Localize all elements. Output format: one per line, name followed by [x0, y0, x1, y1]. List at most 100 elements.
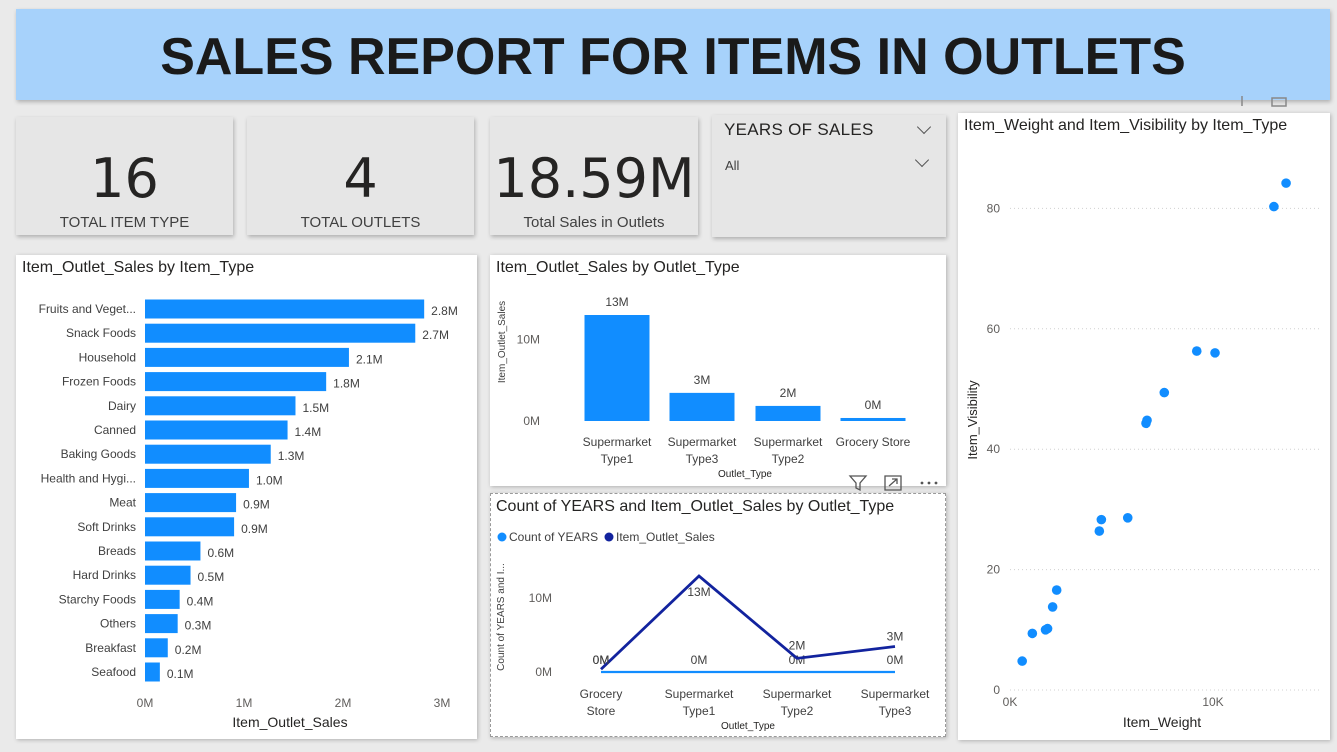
bar: [145, 662, 160, 682]
y-tick-label: 20: [987, 563, 1001, 577]
category-label: Fruits and Veget...: [39, 302, 136, 316]
category-label: Health and Hygi...: [41, 471, 136, 485]
more-options-icon[interactable]: [920, 481, 938, 485]
x-axis-title: Item_Outlet_Sales: [232, 714, 347, 730]
line-chart-count-and-sales: Count of YEARS Item_Outlet_Sales 0M 10M Coun…: [496, 530, 930, 732]
y-tick-label: 40: [987, 442, 1001, 456]
data-label: 0.6M: [207, 546, 234, 560]
category-label: Type2: [772, 452, 805, 466]
kpi-card-total-sales: 18.59M Total Sales in Outlets: [490, 117, 698, 235]
data-label: 2M: [789, 638, 806, 652]
slicer-title: YEARS OF SALES: [724, 120, 874, 139]
y-tick-label: 0M: [535, 665, 552, 679]
kpi-label: TOTAL ITEM TYPE: [59, 214, 190, 231]
bar: [145, 396, 296, 416]
visual-header-icons[interactable]: [1236, 96, 1292, 108]
chart-title: Item_Weight and Item_Visibility by Item_…: [964, 117, 1288, 134]
y-axis-title: Item_Outlet_Sales: [497, 301, 508, 383]
bar: [145, 589, 180, 609]
chart-title: Item_Outlet_Sales by Outlet_Type: [496, 259, 740, 276]
category-label: Grocery Store: [836, 435, 911, 449]
category-label: Soft Drinks: [77, 520, 136, 534]
bar: [145, 614, 178, 634]
data-label: 2.1M: [356, 352, 383, 366]
y-tick-label: 80: [987, 201, 1001, 215]
x-tick-label: 0K: [1003, 695, 1018, 709]
slicer-dropdown[interactable]: All: [725, 158, 740, 173]
scatter-point: [1142, 415, 1152, 426]
scatter-point: [1017, 656, 1027, 666]
category-label: Supermarket: [665, 687, 734, 701]
data-label: 2.8M: [431, 304, 458, 318]
data-label: 2.7M: [422, 328, 449, 342]
chart-title: Item_Outlet_Sales by Item_Type: [22, 259, 255, 276]
data-label: 0.2M: [175, 643, 202, 657]
category-label: Canned: [94, 423, 136, 437]
data-label: 0M: [593, 653, 610, 667]
series-line: [600, 574, 896, 671]
legend-marker: [604, 532, 614, 542]
data-label: 1.8M: [333, 377, 360, 391]
kpi-card-total-outlets: 4 TOTAL OUTLETS: [247, 117, 474, 235]
data-label: 1.5M: [302, 401, 329, 415]
scatter-point: [1281, 178, 1291, 188]
filter-icon[interactable]: [848, 475, 868, 492]
bar: [840, 417, 906, 421]
y-axis-title: Item_Visibility: [965, 380, 980, 460]
category-label: Starchy Foods: [59, 592, 136, 606]
data-label: 0.4M: [187, 594, 214, 608]
data-label: 0M: [691, 653, 708, 667]
visual-header: [848, 475, 938, 492]
legend-label: Count of YEARS: [509, 530, 598, 544]
x-tick-label: 10K: [1202, 695, 1223, 709]
legend-label: Item_Outlet_Sales: [616, 530, 715, 544]
chart-panel-by-outlet-type: [490, 255, 946, 486]
y-tick-label: 60: [987, 322, 1001, 336]
category-label: Supermarket: [861, 687, 930, 701]
years-slicer: [712, 115, 946, 237]
category-label: Type1: [601, 452, 634, 466]
category-label: Supermarket: [754, 435, 823, 449]
data-label: 3M: [887, 630, 904, 644]
category-label: Type1: [683, 704, 716, 718]
bar: [145, 541, 201, 561]
scatter-point: [1047, 602, 1058, 612]
scatter-point: [1094, 526, 1105, 536]
kpi-value: 4: [343, 147, 378, 210]
category-label: Type2: [781, 704, 814, 718]
data-label: 13M: [687, 585, 710, 599]
report-title: SALES REPORT FOR ITEMS IN OUTLETS: [160, 28, 1186, 86]
chart-title: Count of YEARS and Item_Outlet_Sales by …: [496, 498, 895, 515]
x-tick-label: 1M: [236, 696, 253, 710]
x-axis-title: Outlet_Type: [721, 721, 775, 732]
bar: [669, 392, 735, 421]
bar: [145, 468, 249, 488]
focus-mode-icon[interactable]: [884, 475, 902, 491]
bar-chart-by-item-type: Fruits and Veget... 2.8M Snack Foods 2.7M Ho…: [39, 299, 458, 730]
legend-marker: [497, 532, 507, 542]
category-label: Household: [79, 350, 136, 364]
data-label: 0.5M: [198, 570, 225, 584]
data-label: 13M: [605, 295, 628, 309]
category-label: Frozen Foods: [62, 375, 136, 389]
data-label: 1.4M: [295, 425, 322, 439]
bar-chart-by-outlet-type: 0M 10M Item_Outlet_Sales 13M Supermarket Type…: [497, 295, 911, 480]
scatter-point: [1269, 201, 1279, 212]
scatter-point: [1027, 628, 1038, 639]
chart-panel-count-and-sales[interactable]: [490, 493, 946, 737]
bar: [145, 517, 235, 537]
kpi-card-total-item-type: 16 TOTAL ITEM TYPE: [16, 117, 233, 235]
data-label: 3M: [694, 373, 711, 387]
data-label: 0.9M: [241, 522, 268, 536]
y-tick-label: 10M: [517, 332, 540, 346]
category-label: Type3: [879, 704, 912, 718]
y-tick-label: 0: [993, 683, 1000, 697]
scatter-point: [1096, 514, 1107, 525]
y-tick-label: 10M: [529, 591, 552, 605]
scatter-chart-weight-visibility: 0 20 40 60 80 0K 10K Item_Visibility Item_Weight: [965, 178, 1320, 730]
category-label: Breads: [98, 544, 136, 558]
x-axis-title: Item_Weight: [1123, 714, 1201, 730]
category-label: Baking Goods: [61, 447, 136, 461]
category-label: Store: [587, 704, 616, 718]
category-label: Others: [100, 617, 136, 631]
